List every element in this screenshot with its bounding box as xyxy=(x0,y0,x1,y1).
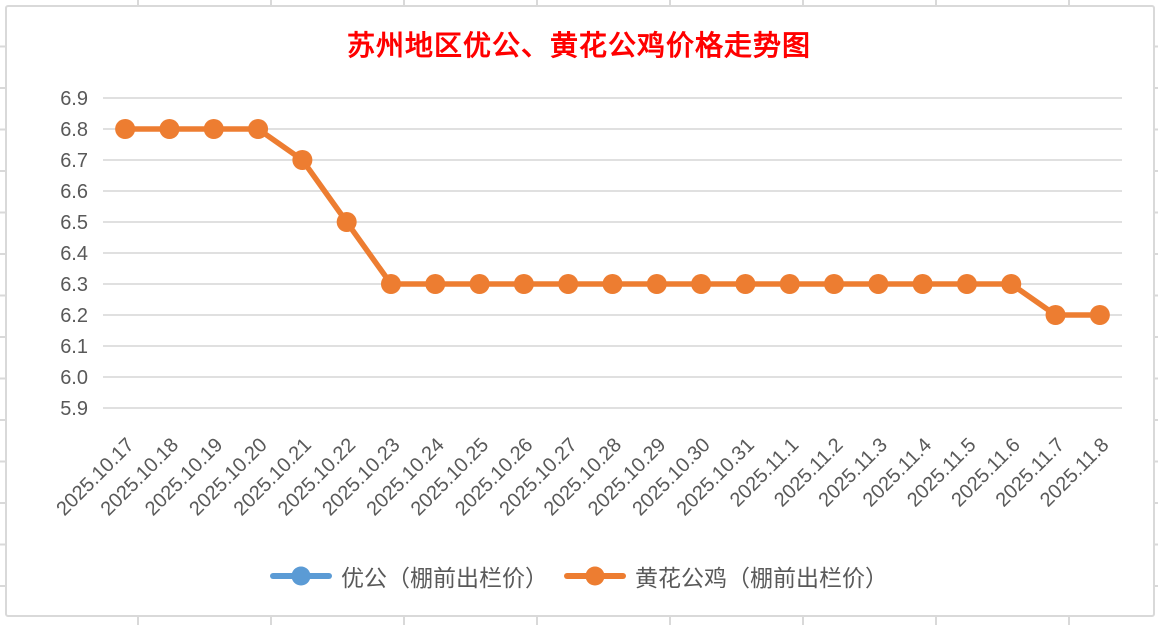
series-markers-1 xyxy=(115,119,1110,325)
gridlines xyxy=(103,97,1122,409)
legend-dot-yougong xyxy=(291,566,311,586)
worksheet-gridline-stubs-bottom xyxy=(6,617,1152,625)
chart-area[interactable] xyxy=(5,5,1155,617)
worksheet-gridline-stubs-top xyxy=(6,0,1152,5)
legend-label-yougong: 优公（棚前出栏价） xyxy=(341,566,548,591)
svg-text:6.7: 6.7 xyxy=(60,150,88,172)
svg-text:6.5: 6.5 xyxy=(60,212,88,234)
svg-text:6.1: 6.1 xyxy=(60,336,88,358)
y-axis-labels: 6.9 6.8 6.7 6.6 6.5 6.4 6.3 6.2 6.1 6.0 5.9 xyxy=(60,88,88,420)
legend-dot-huanghua xyxy=(585,566,605,586)
legend-label-huanghua: 黄花公鸡（棚前出栏价） xyxy=(635,566,888,591)
svg-text:6.2: 6.2 xyxy=(60,305,88,327)
chart-legend: 优公（棚前出栏价） 黄花公鸡（棚前出栏价） xyxy=(0,559,1158,593)
svg-text:6.8: 6.8 xyxy=(60,119,88,141)
svg-text:6.4: 6.4 xyxy=(60,243,88,265)
legend-line-marker-icon xyxy=(564,566,626,586)
svg-text:6.9: 6.9 xyxy=(60,88,88,110)
worksheet-gridline-stubs-left xyxy=(0,6,5,616)
svg-text:5.9: 5.9 xyxy=(60,398,88,420)
svg-text:6.3: 6.3 xyxy=(60,274,88,296)
chart-title: 苏州地区优公、黄花公鸡价格走势图 xyxy=(346,31,811,62)
x-axis-labels: 2025.10.172025.10.182025.10.192025.10.20… xyxy=(52,434,1113,520)
legend-line-marker-icon xyxy=(270,566,332,586)
legend-item-huanghua: 黄花公鸡（棚前出栏价） xyxy=(564,559,888,593)
svg-text:6.6: 6.6 xyxy=(60,181,88,203)
legend-item-yougong: 优公（棚前出栏价） xyxy=(270,559,548,593)
worksheet-gridline-stubs-right xyxy=(1153,6,1158,616)
svg-text:6.0: 6.0 xyxy=(60,367,88,389)
